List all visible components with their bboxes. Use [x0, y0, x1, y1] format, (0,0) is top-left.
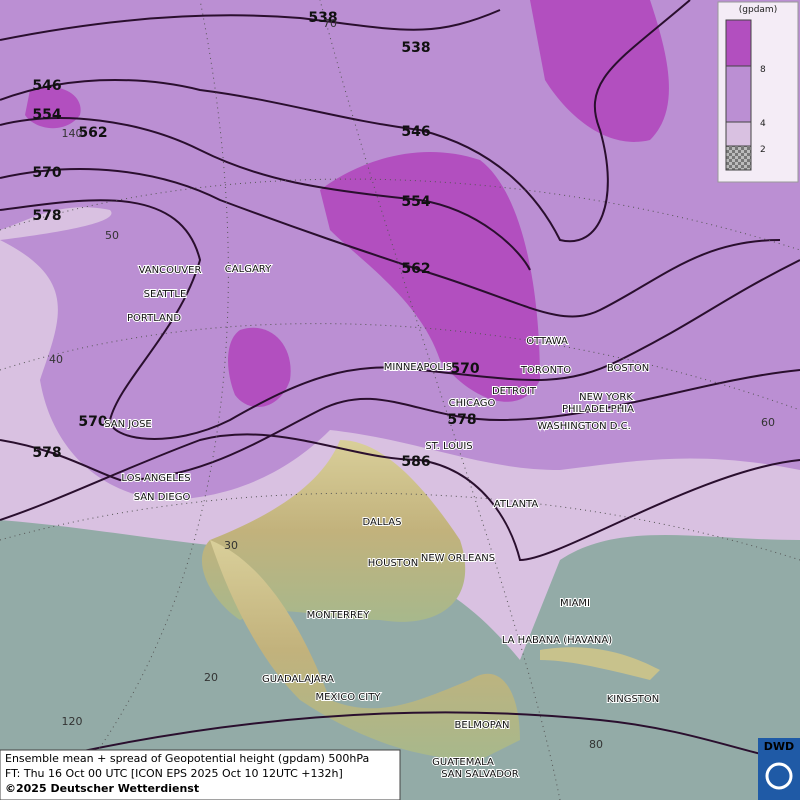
city-label: LA HABANA (HAVANA): [502, 635, 612, 646]
city-label: SAN DIEGO: [134, 492, 191, 503]
footer-box: [0, 749, 401, 800]
contour-label: 570: [32, 165, 61, 181]
city-label: VANCOUVER: [139, 265, 202, 276]
city-label: MEXICO CITY: [316, 692, 382, 703]
grid-label: 40: [49, 353, 63, 366]
contour-label: 538: [401, 40, 430, 56]
legend-level: 2: [760, 145, 766, 155]
city-label: PHILADELPHIA: [562, 404, 634, 415]
city-label: BELMOPAN: [455, 720, 510, 731]
contour-label: 562: [78, 125, 107, 141]
logo-swirl: [765, 762, 793, 790]
footer-line: FT: Thu 16 Oct 00 UTC [ICON EPS 2025 Oct…: [5, 767, 343, 780]
grid-label: 30: [224, 539, 238, 552]
city-label: SAN SALVADOR: [441, 769, 518, 780]
city-label: SEATTLE: [144, 289, 187, 300]
city-label: ST. LOUIS: [425, 441, 472, 452]
city-label: NEW ORLEANS: [421, 553, 495, 564]
city-label: TORONTO: [520, 365, 571, 376]
grid-label: 140: [62, 127, 83, 140]
contours: [0, 0, 800, 771]
grid-label: 120: [62, 715, 83, 728]
contour-label: 570: [450, 361, 479, 377]
city-label: PORTLAND: [127, 313, 181, 324]
footer-line: Ensemble mean + spread of Geopotential h…: [5, 752, 369, 765]
legend-unit: (gpdam): [739, 5, 777, 15]
contour-label: 546: [401, 124, 430, 140]
city-label: MIAMI: [560, 598, 590, 609]
legend-level: 8: [760, 65, 766, 75]
grid-label: 80: [589, 738, 603, 751]
city-label: HOUSTON: [368, 558, 419, 569]
city-label: OTTAWA: [526, 336, 568, 347]
city-label: GUADALAJARA: [262, 674, 334, 685]
city-label: CALGARY: [225, 264, 272, 275]
contour-label: 562: [401, 261, 430, 277]
city-label: WASHINGTON D.C.: [537, 421, 631, 432]
city-label: DETROIT: [492, 386, 537, 397]
contour-label: 578: [32, 445, 61, 461]
city-label: NEW YORK: [579, 392, 633, 403]
labels: 538 538 546 554 562 570 578 546 554 562 570 578 586 5…: [5, 5, 794, 795]
city-label: MINNEAPOLIS: [384, 362, 452, 373]
grid-label: 70: [323, 17, 337, 30]
contour-label: 554: [401, 194, 430, 210]
grid-label: 60: [761, 416, 775, 429]
contour-label: 578: [447, 412, 476, 428]
city-label: ATLANTA: [494, 499, 539, 510]
contour-label: 578: [32, 208, 61, 224]
city-label: MONTERREY: [307, 610, 371, 621]
logo-box: [758, 738, 800, 800]
city-label: DALLAS: [363, 517, 402, 528]
city-label: CHICAGO: [449, 398, 496, 409]
city-label: SAN JOSE: [104, 419, 152, 430]
contour-label: 586: [401, 454, 430, 470]
city-label: LOS ANGELES: [121, 473, 190, 484]
legend: [717, 1, 799, 183]
city-label: BOSTON: [607, 363, 649, 374]
legend-level: 4: [760, 119, 766, 129]
contour-label: 538: [308, 10, 337, 26]
contour-label: 554: [32, 107, 61, 123]
grid-label: 50: [105, 229, 119, 242]
footer-line: ©2025 Deutscher Wetterdienst: [5, 782, 199, 795]
city-label: GUATEMALA: [432, 757, 494, 768]
city-label: KINGSTON: [607, 694, 660, 705]
logo-text: DWD: [764, 740, 794, 753]
contour-label: 546: [32, 78, 61, 94]
contour-label: 570: [78, 414, 107, 430]
grid-label: 20: [204, 671, 218, 684]
